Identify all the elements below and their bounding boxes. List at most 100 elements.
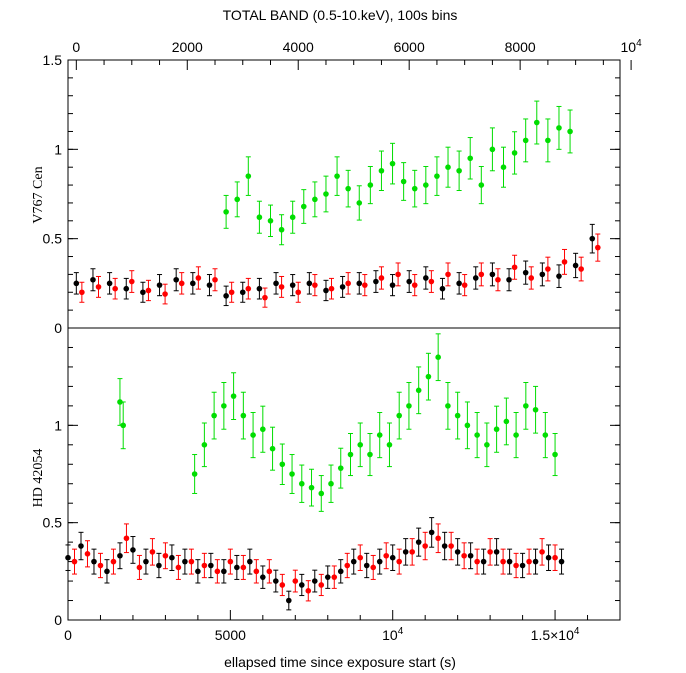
bottom-panel-black-point: [182, 558, 188, 565]
top-panel-green-point: [323, 191, 329, 197]
bottom-panel-y-tick-label: 1: [54, 417, 62, 433]
bottom-panel-green-point: [493, 426, 500, 433]
bottom-panel-green-point: [376, 432, 383, 438]
top-panel-red-point: [162, 291, 168, 297]
bottom-panel-black-point: [363, 562, 370, 569]
bottom-axis-tick-label: 5000: [215, 627, 246, 643]
top-panel-black-point: [356, 280, 363, 287]
top-axis-tick-label: 2000: [172, 39, 203, 55]
bottom-axis-tick-label: 104: [382, 626, 404, 643]
top-panel-green-point: [345, 185, 351, 192]
top-panel-black-point: [406, 278, 412, 285]
top-panel-black-point: [173, 276, 179, 283]
bottom-panel-black-point: [273, 578, 279, 584]
bottom-panel-green-point: [386, 442, 393, 448]
top-panel-black-point: [556, 273, 562, 279]
bottom-panel-red-point: [435, 535, 441, 542]
bottom-panel-black-point: [208, 562, 214, 569]
bottom-panel-green-point: [552, 451, 558, 458]
bottom-panel-green-point: [474, 432, 480, 438]
top-panel-green-point: [223, 209, 229, 215]
top-panel-red-point: [328, 285, 335, 292]
bottom-panel-red-point: [227, 558, 234, 565]
bottom-panel-green-point: [484, 442, 490, 448]
bottom-panel-black-point: [130, 547, 136, 553]
top-axis-tick-label: 8000: [505, 39, 536, 55]
bottom-panel-black-point: [376, 558, 383, 565]
bottom-panel-red-point: [318, 582, 325, 588]
bottom-panel-red-point: [448, 543, 454, 549]
bottom-panel-green-point: [415, 387, 422, 394]
top-panel-y-tick-label: 0: [54, 320, 62, 336]
top-panel-red-point: [312, 282, 318, 288]
top-panel-black-point: [489, 271, 496, 278]
bottom-panel-green-point: [120, 422, 126, 429]
bottom-panel-red-point: [149, 549, 156, 555]
bottom-panel-red-point: [201, 562, 208, 569]
top-panel-green-point: [234, 196, 241, 203]
top-panel-black-point: [339, 284, 346, 290]
top-panel-green-point: [434, 173, 440, 179]
bottom-panel-red-point: [344, 562, 351, 569]
bottom-panel-black-point: [454, 549, 461, 555]
bottom-panel-black-point: [506, 558, 513, 565]
bottom-panel-black-point: [117, 552, 123, 559]
bottom-panel-green-point: [201, 442, 208, 448]
top-panel-black-point: [439, 285, 446, 292]
top-panel-green-point: [533, 119, 540, 126]
bottom-panel-green-point: [318, 490, 325, 497]
bottom-panel-red-point: [266, 568, 273, 575]
bottom-panel-green-point: [503, 418, 510, 425]
top-panel-green-point: [256, 214, 263, 221]
top-panel-green-point: [300, 203, 307, 210]
bottom-panel-red-point: [409, 549, 415, 555]
bottom-panel-green-point: [221, 403, 227, 409]
bottom-panel-y-tick-label: 0: [54, 612, 62, 628]
top-panel-red-point: [112, 285, 118, 292]
top-panel-green-point: [267, 218, 274, 224]
top-panel-black-point: [522, 269, 529, 276]
bottom-xlabel: ellapsed time since exposure start (s): [224, 654, 456, 670]
top-panel-black-point: [239, 289, 246, 296]
top-panel-black-point: [472, 275, 479, 281]
top-axis-tick-label: 0: [72, 39, 80, 55]
top-panel-y-tick-label: 1: [54, 141, 62, 157]
top-panel-green-point: [411, 185, 418, 192]
bottom-panel-green-point: [406, 403, 412, 409]
bottom-panel-red-point: [214, 568, 221, 575]
bottom-axis-tick-label: 0: [64, 627, 72, 643]
top-panel-black-point: [123, 285, 130, 292]
bottom-panel-points: [65, 333, 565, 611]
top-panel-red-point: [478, 271, 485, 278]
bottom-panel-green-point: [523, 403, 529, 409]
bottom-panel-red-point: [383, 552, 390, 559]
bottom-panel-red-point: [175, 564, 182, 571]
bottom-panel-black-point: [350, 558, 357, 565]
top-panel-green-point: [400, 178, 407, 185]
bottom-panel-red-point: [162, 552, 169, 559]
bottom-panel-black-point: [493, 549, 500, 555]
top-panel-red-point: [195, 275, 202, 281]
figure-top-title: TOTAL BAND (0.5-10.keV), 100s bins: [223, 7, 458, 23]
bottom-panel-black-point: [260, 574, 266, 580]
bottom-panel-green-point: [367, 451, 373, 458]
top-panel-black-point: [73, 280, 80, 287]
bottom-panel-green-point: [513, 432, 519, 438]
bottom-panel-black-point: [415, 539, 422, 545]
bottom-panel-red-point: [539, 549, 545, 555]
top-panel-red-point: [545, 266, 551, 272]
top-axis-tick-label: 4000: [283, 39, 314, 55]
top-panel-red-point: [295, 289, 302, 296]
bottom-panel-black-point: [78, 543, 84, 549]
top-panel-green-point: [356, 200, 363, 206]
bottom-panel-red-point: [188, 558, 195, 565]
top-panel-red-point: [411, 282, 418, 288]
bottom-panel-green-point: [542, 432, 549, 438]
bottom-panel-red-point: [305, 588, 312, 594]
bottom-panel-green-point: [347, 451, 354, 458]
top-panel-green-point: [567, 128, 573, 135]
bottom-panel-red-point: [357, 554, 364, 561]
top-panel-red-point: [262, 294, 268, 301]
top-panel-red-point: [445, 271, 451, 278]
top-panel-red-point: [128, 278, 135, 285]
